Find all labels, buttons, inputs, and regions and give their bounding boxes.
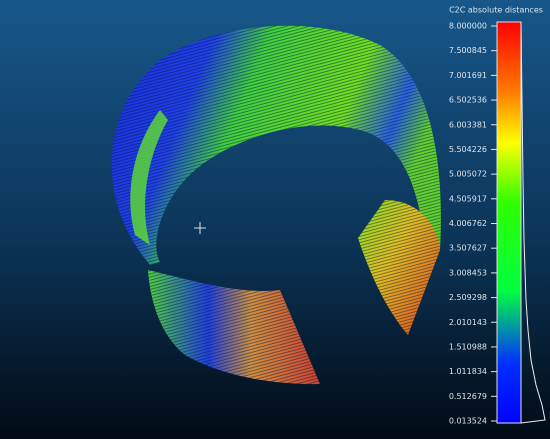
scale-label: 0.013524 <box>449 417 487 426</box>
scale-label: 7.001691 <box>449 71 487 80</box>
scale-label: 1.510988 <box>449 342 487 351</box>
scale-label: 5.504226 <box>449 145 487 154</box>
scale-label: 3.507627 <box>449 244 487 253</box>
scale-label: 7.500845 <box>449 46 487 55</box>
scale-label: 1.011834 <box>449 367 487 376</box>
scale-label: 2.010143 <box>449 318 487 327</box>
scale-label: 3.008453 <box>449 268 487 277</box>
color-bar <box>496 21 522 424</box>
point-cloud <box>111 25 441 385</box>
scale-label: 4.006762 <box>449 219 487 228</box>
scale-label: 8.000000 <box>449 22 487 31</box>
scale-labels: 8.000000 7.500845 7.001691 6.502536 6.003381… <box>449 22 497 426</box>
scale-title: C2C absolute distances <box>449 6 543 15</box>
scale-label: 4.505917 <box>449 194 487 203</box>
histogram <box>520 21 546 424</box>
scale-label: 6.502536 <box>449 96 487 105</box>
crosshair <box>194 222 206 234</box>
scale-label: 2.509298 <box>449 293 487 302</box>
scale-label: 0.512679 <box>449 392 487 401</box>
scale-label: 6.003381 <box>449 120 487 129</box>
scale-label: 5.005072 <box>449 170 487 179</box>
